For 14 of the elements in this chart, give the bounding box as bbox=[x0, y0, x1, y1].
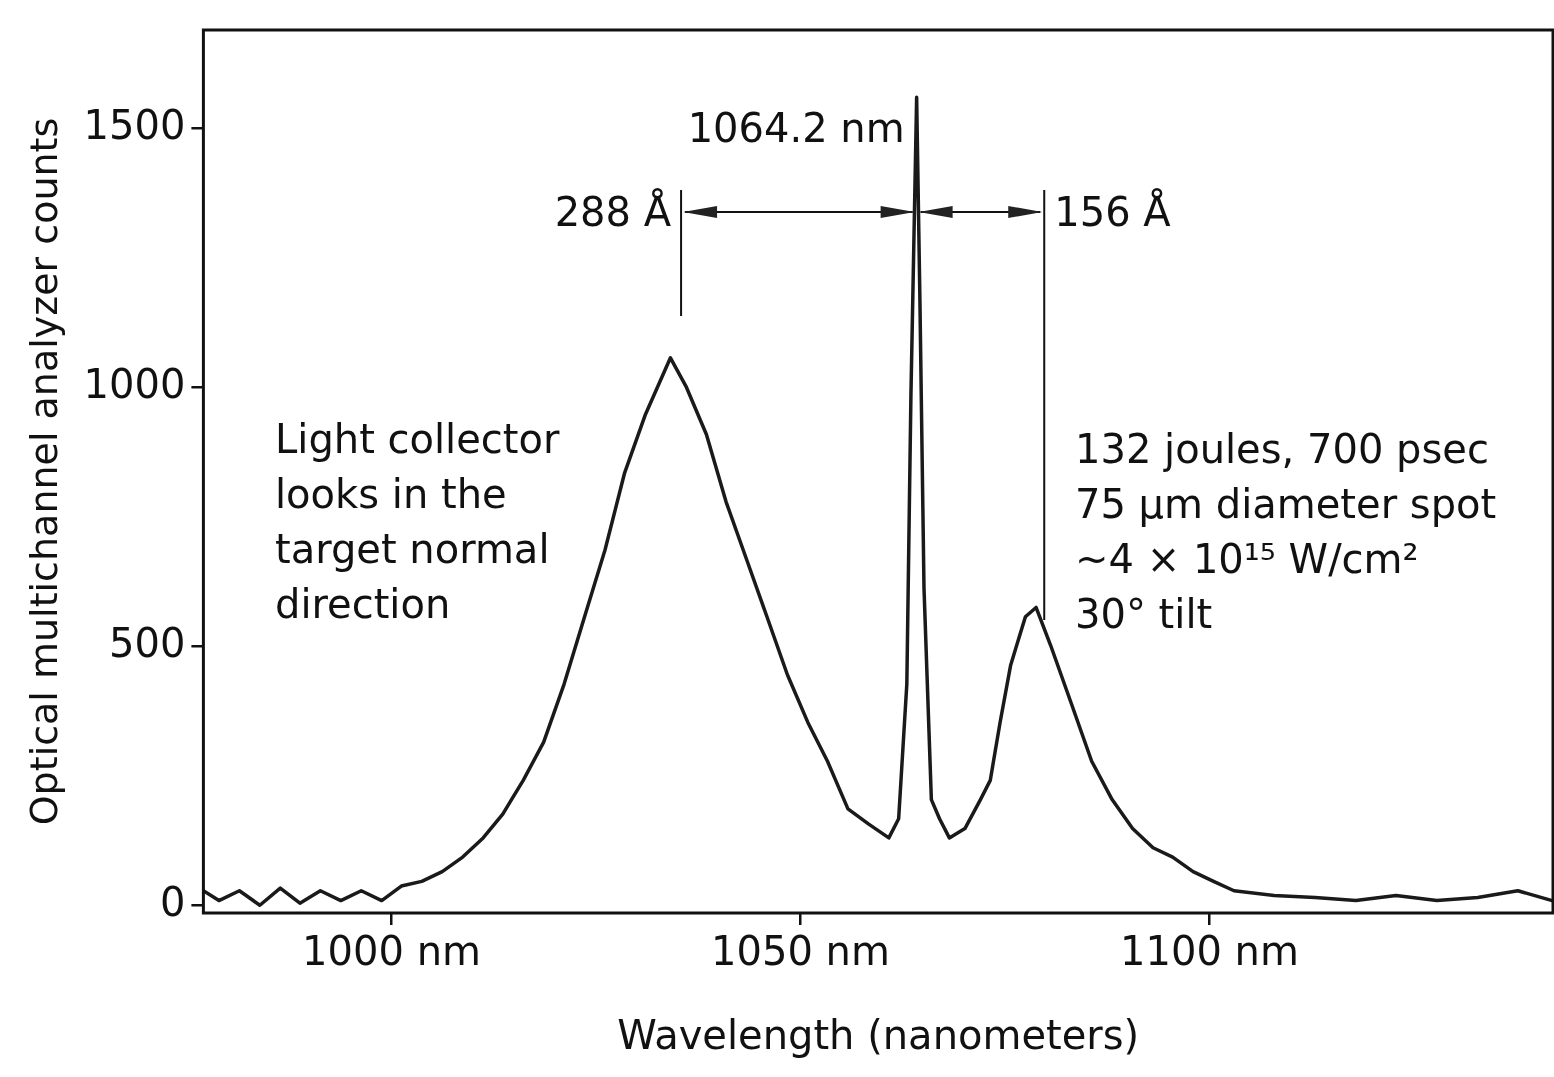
x-axis-title: Wavelength (nanometers) bbox=[617, 1012, 1140, 1059]
annotation: Light collector looks in the target normal direction bbox=[275, 416, 560, 627]
y-tick-label: 1500 bbox=[83, 101, 186, 148]
x-tick-label: 1050 nm bbox=[711, 928, 890, 975]
ref-line-label: 156 Å bbox=[1054, 188, 1172, 235]
ref-line-label: 288 Å bbox=[554, 188, 672, 235]
y-tick-label: 1000 bbox=[83, 360, 186, 407]
x-tick-label: 1000 nm bbox=[302, 928, 481, 975]
annotation: 1064.2 nm bbox=[687, 105, 905, 152]
annotation: 132 joules, 700 psec 75 μm diameter spot ~4 × 10¹⁵ W/cm² 30° tilt bbox=[1075, 426, 1497, 637]
x-tick-label: 1100 nm bbox=[1120, 928, 1299, 975]
y-tick-label: 0 bbox=[159, 878, 186, 925]
y-tick-label: 500 bbox=[109, 619, 186, 666]
y-axis-title: Optical multichannel analyzer counts bbox=[21, 117, 66, 826]
